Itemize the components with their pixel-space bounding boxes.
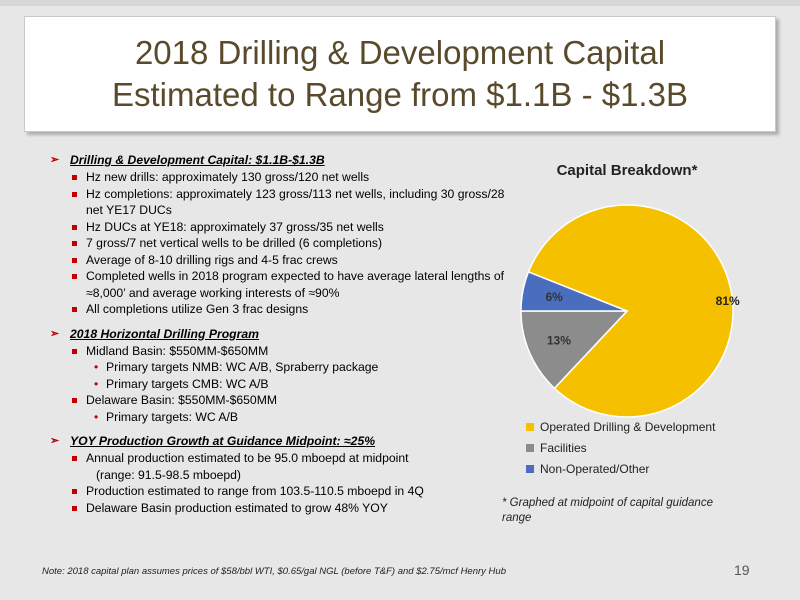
bullet-item: Delaware Basin: $550MM-$650MM [50,392,520,409]
title-line-1: 2018 Drilling & Development Capital [134,34,666,71]
title-box: 2018 Drilling & Development Capital Esti… [24,16,776,132]
sub-bullet-item: • Primary targets: WC A/B [50,409,520,426]
title-line-2: Estimated to Range from $1.1B - $1.3B [112,76,688,113]
pie-slice-1 [527,204,734,418]
section-3: ➢ YOY Production Growth at Guidance Midpo… [50,433,520,516]
section-heading: ➢ YOY Production Growth at Guidance Midpo… [50,433,520,450]
square-bullet-icon [72,456,77,461]
bullet-text: Midland Basin: $550MM-$650MM [86,343,269,358]
arrow-bullet-icon: ➢ [50,154,60,166]
bullet-text: All completions utilize Gen 3 frac desig… [86,302,309,316]
bullet-text: Delaware Basin production estimated to g… [86,500,388,515]
dot-bullet-icon: • [94,409,99,424]
bullet-item: Completed wells in 2018 program expected… [50,268,520,301]
bullet-item: Production estimated to range from 103.5… [50,483,520,500]
section-heading: ➢ Drilling & Development Capital: $1.1B-$… [50,152,520,169]
chart-title: Capital Breakdown* [556,162,698,179]
bullet-text: Hz DUCs at YE18: approximately 37 gross/… [86,219,384,234]
pie-data-label: 6% [545,290,563,304]
sub-bullet-text: Primary targets NMB: WC A/B, Spraberry p… [106,360,379,374]
bullet-text: Average of 8-10 drilling rigs and 4-5 fr… [86,252,338,267]
bullet-text: Delaware Basin: $550MM-$650MM [86,393,278,407]
section-heading-text: Drilling & Development Capital: $1.1B-$1… [70,153,325,167]
pie-chart: 81% 13% 6% [520,204,740,418]
section-heading: ➢ 2018 Horizontal Drilling Program [50,326,520,343]
arrow-bullet-icon: ➢ [50,435,60,447]
square-bullet-icon [72,191,77,197]
square-bullet-icon [72,274,77,279]
slide-top-edge [0,0,800,6]
square-bullet-icon [72,257,77,263]
arrow-bullet-icon: ➢ [50,327,60,340]
pie-slice-2 [520,310,629,390]
bullet-list: ➢ Drilling & Development Capital: $1.1B-$… [50,152,520,524]
dot-bullet-icon: • [94,376,99,391]
bullet-text: Annual production estimated to be 95.0 m… [86,451,409,465]
section-heading-text: YOY Production Growth at Guidance Midpoi… [70,434,376,448]
legend-label: Non-Operated/Other [540,461,650,476]
page-number: 19 [734,562,750,578]
bullet-item: Hz new drills: approximately 130 gross/1… [50,169,520,186]
legend-item: Operated Drilling & Development [526,416,715,437]
chart-footnote: * Graphed at midpoint of capital guidanc… [502,497,713,524]
square-bullet-icon [72,398,77,403]
section-1: ➢ Drilling & Development Capital: $1.1B-$… [50,152,520,318]
square-bullet-icon [72,489,77,494]
legend-label: Facilities [540,440,587,455]
sub-bullet-text: Primary targets: WC A/B [106,409,239,424]
price-note: Note: 2018 capital plan assumes prices o… [42,566,506,577]
bullet-item: Hz DUCs at YE18: approximately 37 gross/… [50,219,520,236]
square-bullet-icon [72,241,77,246]
legend-swatch [526,443,534,452]
bullet-text: Completed wells in 2018 program expected… [86,269,505,300]
section-heading-text: 2018 Horizontal Drilling Program [70,326,259,341]
bullet-text: Hz new drills: approximately 130 gross/1… [86,170,370,184]
bullet-item: 7 gross/7 net vertical wells to be drill… [50,235,520,252]
bullet-item: Delaware Basin production estimated to g… [50,500,520,517]
pie-slice-3 [520,271,628,312]
square-bullet-icon [72,348,77,354]
bullet-item: Annual production estimated to be 95.0 m… [50,450,520,483]
legend-swatch [526,464,534,473]
pie-data-label: 13% [547,333,571,347]
square-bullet-icon [72,175,77,180]
legend-swatch [526,422,534,431]
bullet-text: 7 gross/7 net vertical wells to be drill… [86,236,383,250]
legend-item: Facilities [526,437,715,458]
sub-bullet-text: Primary targets CMB: WC A/B [106,376,269,391]
sub-bullet-item: • Primary targets CMB: WC A/B [50,376,520,393]
bullet-text: Hz completions: approximately 123 gross/… [86,186,505,218]
bullet-item: Average of 8-10 drilling rigs and 4-5 fr… [50,252,520,269]
square-bullet-icon [72,224,77,230]
legend-item: Non-Operated/Other [526,458,715,479]
dot-bullet-icon: • [94,360,99,374]
bullet-continuation: (range: 91.5-98.5 mboepd) [96,467,241,482]
bullet-item: Midland Basin: $550MM-$650MM [50,343,520,360]
square-bullet-icon [72,307,77,312]
legend-label: Operated Drilling & Development [540,419,716,434]
bullet-item: Hz completions: approximately 123 gross/… [50,186,520,219]
square-bullet-icon [72,505,77,511]
chart-legend: Operated Drilling & Development Facilitie… [526,416,715,479]
bullet-item: All completions utilize Gen 3 frac desig… [50,301,520,318]
pie-data-label: 81% [716,294,740,308]
section-2: ➢ 2018 Horizontal Drilling Program Midland… [50,326,520,426]
sub-bullet-item: • Primary targets NMB: WC A/B, Spraberry … [50,359,520,376]
bullet-text: Production estimated to range from 103.5… [86,484,424,498]
